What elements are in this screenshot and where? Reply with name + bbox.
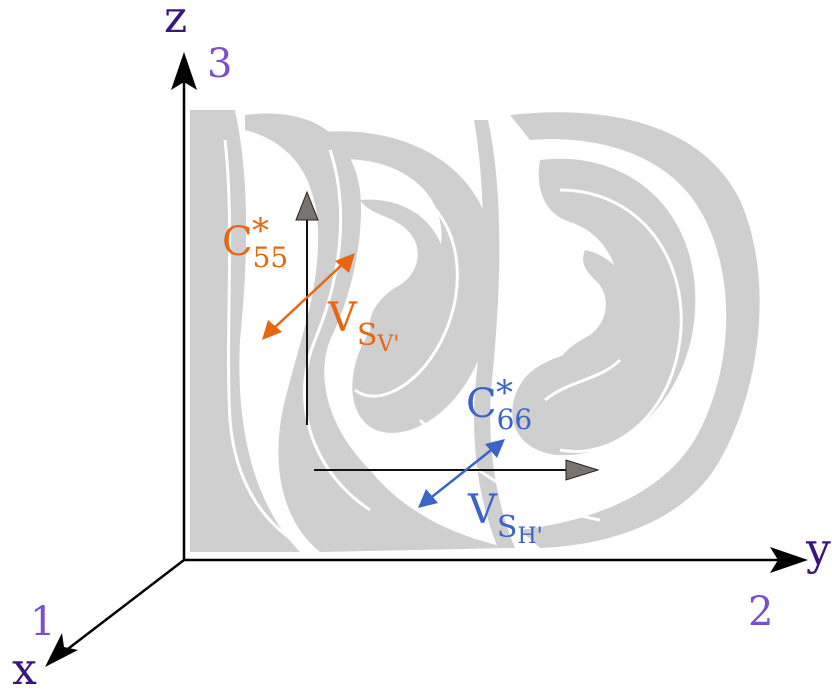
vsh-subsubscript: H': [517, 524, 543, 549]
z-axis-index: 3: [207, 41, 233, 87]
vsh-symbol: V: [468, 487, 497, 533]
vsh-subscript: S: [496, 510, 518, 545]
vsh-label: VSH': [468, 487, 543, 548]
x-axis: [59, 559, 185, 656]
horizontal-propagation-arrowhead: [565, 459, 600, 481]
c55-star: *: [252, 211, 269, 251]
coordinate-axes: [45, 52, 808, 667]
y-axis-index: 2: [748, 589, 774, 635]
z-axis-arrowhead: [171, 52, 197, 90]
y-axis-label: y: [806, 524, 831, 575]
vsv-label: VSV': [328, 295, 399, 356]
sv-polarization-arrow: [262, 253, 355, 340]
flow-field-image: [184, 105, 774, 555]
x-axis-index: 1: [30, 599, 56, 645]
z-axis-label: z: [164, 0, 188, 43]
c55-symbol: C: [222, 219, 253, 265]
y-axis-arrowhead: [770, 547, 808, 573]
vertical-propagation-arrowhead: [295, 190, 319, 221]
x-axis-label: x: [12, 644, 37, 695]
c66-star: *: [496, 373, 513, 413]
c66-subscript: 66: [496, 403, 533, 436]
x-axis-arrowhead: [45, 633, 78, 667]
vsv-subscript: S: [356, 318, 378, 353]
c66-label: C * 66: [466, 376, 532, 434]
vsv-subsubscript: V': [377, 332, 400, 357]
c55-subscript: 55: [252, 241, 289, 274]
c66-symbol: C: [466, 381, 497, 427]
vsv-symbol: V: [328, 295, 357, 341]
c55-label: C * 55: [222, 214, 288, 272]
sh-polarization-arrow: [418, 439, 505, 508]
